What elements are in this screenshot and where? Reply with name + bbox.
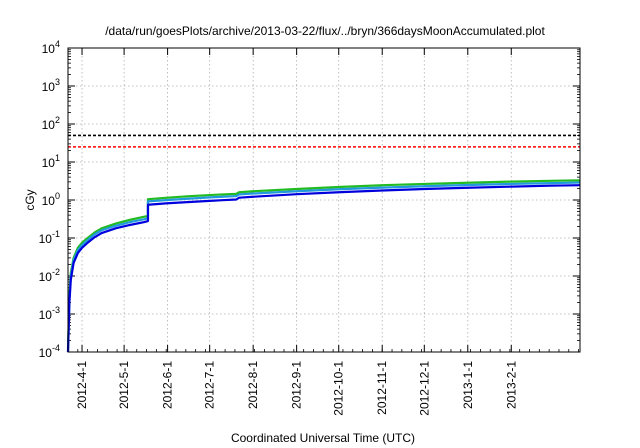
y-tick-label: 101 — [42, 153, 60, 170]
x-tick-label: 2012-4-1 — [75, 361, 89, 409]
x-axis-label: Coordinated Universal Time (UTC) — [231, 431, 415, 445]
x-tick-label: 2012-7-1 — [203, 361, 217, 409]
y-tick-label: 103 — [42, 77, 60, 94]
x-tick-label: 2013-2-1 — [504, 361, 518, 409]
plot-frame — [67, 47, 581, 353]
y-tick-label: 104 — [42, 39, 60, 56]
y-tick-label: 10-1 — [39, 229, 60, 246]
y-tick-label: 10-4 — [39, 343, 60, 360]
series-line — [66, 181, 581, 353]
x-tick-label: 2012-9-1 — [290, 361, 304, 409]
y-tick-label: 10-2 — [39, 267, 60, 284]
series-line — [66, 179, 581, 350]
x-tick-label: 2012-6-1 — [161, 361, 175, 409]
x-tick-label: 2012-12-1 — [417, 361, 431, 416]
series-line — [66, 184, 581, 353]
y-tick-label: 100 — [42, 191, 60, 208]
y-tick-label: 10-3 — [39, 305, 60, 322]
x-tick-label: 2012-10-1 — [332, 361, 346, 416]
x-tick-label: 2012-8-1 — [246, 361, 260, 409]
chart-title: /data/run/goesPlots/archive/2013-03-22/f… — [105, 24, 545, 38]
x-tick-label: 2013-1-1 — [461, 361, 475, 409]
x-tick-label: 2012-5-1 — [117, 361, 131, 409]
y-axis-label: cGy — [23, 189, 37, 210]
plot-area: 10-4 10-3 10-2 10-1 100 101 102 103 104 2012-4-1 2… — [39, 39, 581, 416]
y-tick-label: 102 — [42, 115, 60, 132]
x-tick-label: 2012-11-1 — [375, 361, 389, 415]
